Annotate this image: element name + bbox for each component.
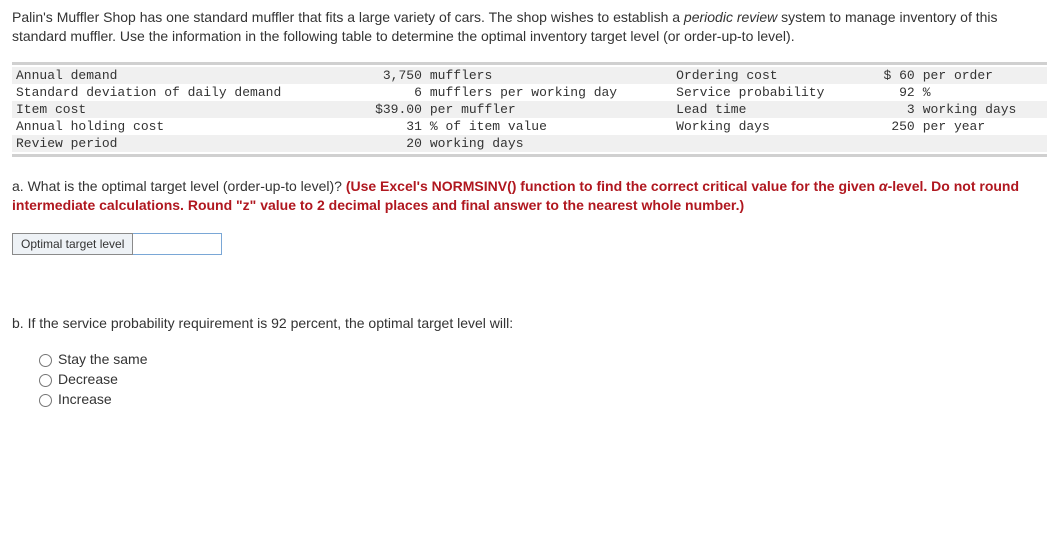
row-value-2: $ 60: [869, 67, 918, 84]
part-a-bold-1: (Use Excel's NORMSINV() function to find…: [346, 178, 879, 194]
answer-label: Optimal target level: [12, 233, 133, 255]
row-unit-2: %: [919, 84, 1047, 101]
row-label-1: Review period: [12, 135, 357, 152]
row-label-1: Standard deviation of daily demand: [12, 84, 357, 101]
row-value-1: 3,750: [357, 67, 426, 84]
optimal-target-input[interactable]: [133, 233, 222, 255]
answer-row: Optimal target level: [12, 233, 222, 255]
row-unit-2: working days: [919, 101, 1047, 118]
radio-option-increase[interactable]: Increase: [34, 391, 1047, 407]
row-unit-2: per year: [919, 118, 1047, 135]
row-unit-2: per order: [919, 67, 1047, 84]
row-value-1: 20: [357, 135, 426, 152]
row-unit-1: mufflers: [426, 67, 672, 84]
radio-label-increase: Increase: [58, 391, 112, 407]
row-label-2: [672, 135, 869, 152]
row-label-2: Working days: [672, 118, 869, 135]
radio-group: Stay the same Decrease Increase: [34, 351, 1047, 407]
problem-statement: Palin's Muffler Shop has one standard mu…: [12, 8, 1047, 46]
row-value-1: $39.00: [357, 101, 426, 118]
alpha-symbol: α: [879, 178, 888, 194]
row-label-2: Ordering cost: [672, 67, 869, 84]
row-value-1: 31: [357, 118, 426, 135]
radio-input-increase[interactable]: [39, 394, 52, 407]
row-unit-1: per muffler: [426, 101, 672, 118]
row-unit-1: working days: [426, 135, 672, 152]
table-row: Annual demand3,750mufflersOrdering cost$…: [12, 67, 1047, 84]
row-unit-1: % of item value: [426, 118, 672, 135]
radio-label-decrease: Decrease: [58, 371, 118, 387]
part-a-lead: a. What is the optimal target level (ord…: [12, 178, 346, 194]
row-label-2: Service probability: [672, 84, 869, 101]
part-a-question: a. What is the optimal target level (ord…: [12, 177, 1047, 215]
data-table: Annual demand3,750mufflersOrdering cost$…: [12, 62, 1047, 157]
row-value-1: 6: [357, 84, 426, 101]
row-label-2: Lead time: [672, 101, 869, 118]
table-row: Annual holding cost31% of item valueWork…: [12, 118, 1047, 135]
radio-option-stay[interactable]: Stay the same: [34, 351, 1047, 367]
row-unit-2: [919, 135, 1047, 152]
row-value-2: 92: [869, 84, 918, 101]
problem-italic: periodic review: [684, 9, 777, 25]
row-label-1: Annual demand: [12, 67, 357, 84]
table-row: Review period20working days: [12, 135, 1047, 152]
row-value-2: 250: [869, 118, 918, 135]
radio-input-stay[interactable]: [39, 354, 52, 367]
radio-input-decrease[interactable]: [39, 374, 52, 387]
row-unit-1: mufflers per working day: [426, 84, 672, 101]
row-label-1: Annual holding cost: [12, 118, 357, 135]
part-b-question: b. If the service probability requiremen…: [12, 315, 1047, 331]
table-row: Item cost$39.00per mufflerLead time3work…: [12, 101, 1047, 118]
radio-option-decrease[interactable]: Decrease: [34, 371, 1047, 387]
radio-label-stay: Stay the same: [58, 351, 148, 367]
row-value-2: [869, 135, 918, 152]
row-value-2: 3: [869, 101, 918, 118]
problem-text-1: Palin's Muffler Shop has one standard mu…: [12, 9, 684, 25]
row-label-1: Item cost: [12, 101, 357, 118]
table-row: Standard deviation of daily demand6muffl…: [12, 84, 1047, 101]
